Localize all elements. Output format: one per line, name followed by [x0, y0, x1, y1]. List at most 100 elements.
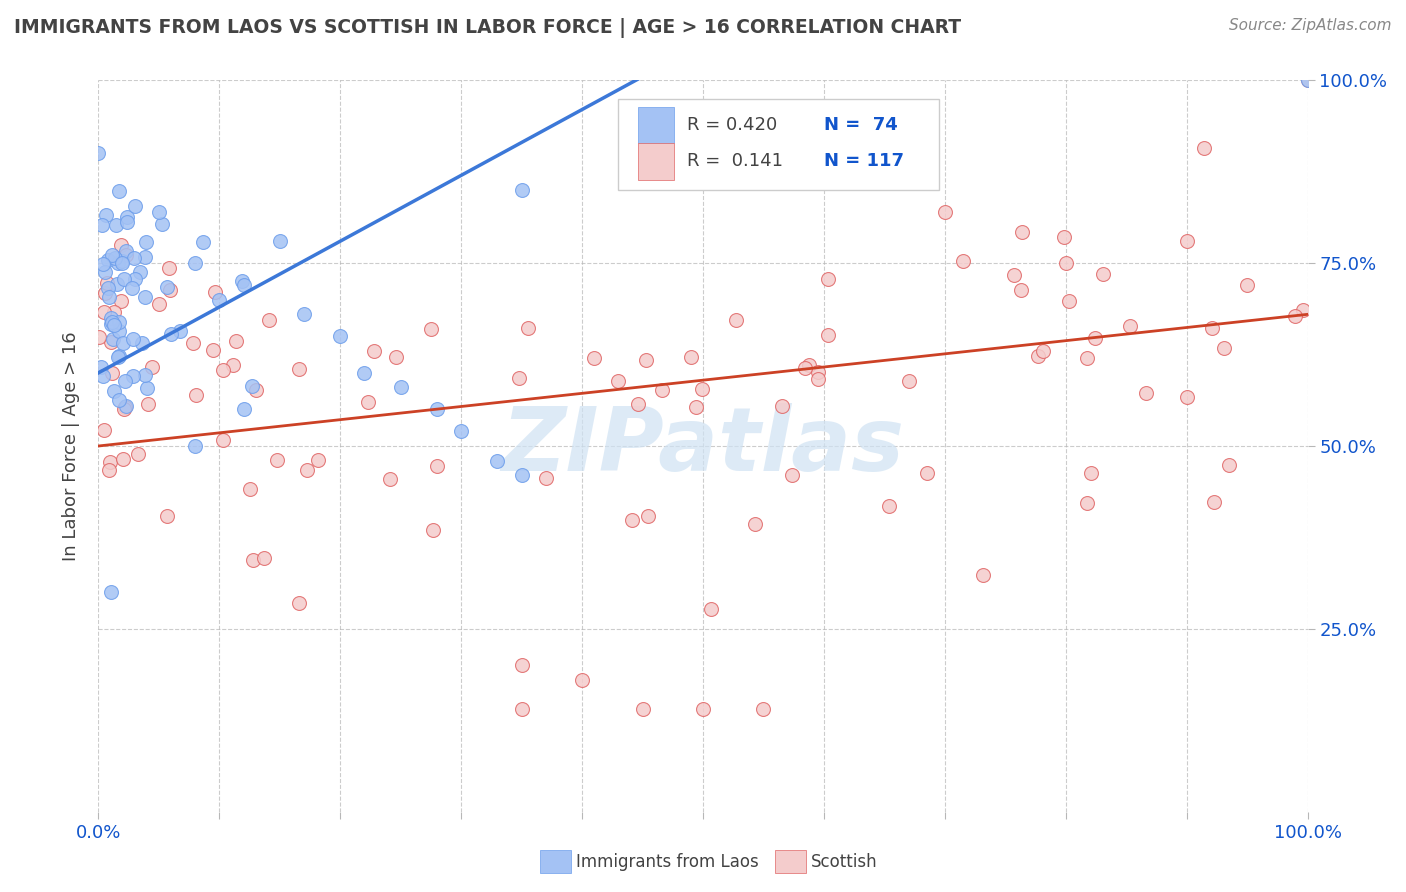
- Point: [770, 400, 793, 414]
- Point: [690, 382, 713, 396]
- Point: [181, 335, 204, 350]
- Text: Scottish: Scottish: [811, 853, 877, 871]
- Point: [517, 321, 540, 335]
- Point: [107, 315, 129, 329]
- Point: [817, 328, 839, 343]
- Point: [115, 244, 138, 258]
- Point: [817, 272, 839, 286]
- Point: [620, 513, 643, 527]
- Point: [184, 256, 207, 270]
- Point: [93, 423, 115, 437]
- Point: [107, 350, 129, 364]
- Point: [1296, 73, 1319, 87]
- Point: [232, 278, 254, 293]
- Point: [97, 463, 120, 477]
- Point: [636, 353, 658, 368]
- Point: [159, 283, 181, 297]
- Point: [136, 381, 159, 395]
- Point: [288, 596, 311, 610]
- Point: [1292, 303, 1315, 318]
- Point: [131, 335, 153, 350]
- Point: [204, 285, 226, 300]
- Point: [114, 374, 136, 388]
- Point: [108, 324, 131, 338]
- Point: [157, 260, 180, 275]
- Point: [211, 363, 233, 377]
- Point: [94, 285, 117, 300]
- Point: [87, 146, 110, 161]
- Point: [1296, 73, 1319, 87]
- Point: [93, 305, 115, 319]
- Point: [134, 250, 156, 264]
- Point: [510, 702, 533, 716]
- Point: [90, 359, 112, 374]
- Point: [121, 368, 143, 383]
- Point: [103, 384, 125, 399]
- Point: [107, 184, 129, 198]
- Point: [211, 433, 233, 447]
- Point: [1026, 349, 1049, 363]
- Point: [295, 463, 318, 477]
- Point: [104, 251, 127, 265]
- Point: [97, 281, 120, 295]
- Point: [1053, 230, 1076, 244]
- Point: [100, 317, 122, 331]
- Point: [292, 307, 315, 321]
- Point: [111, 256, 134, 270]
- Point: [807, 372, 830, 386]
- Point: [107, 255, 129, 269]
- Point: [103, 318, 125, 332]
- Point: [141, 360, 163, 375]
- Point: [111, 451, 134, 466]
- Point: [156, 509, 179, 524]
- Point: [253, 550, 276, 565]
- Point: [744, 516, 766, 531]
- Point: [115, 399, 138, 413]
- Point: [225, 334, 247, 348]
- Point: [111, 254, 134, 268]
- Point: [257, 313, 280, 327]
- Point: [232, 402, 254, 417]
- Point: [135, 235, 157, 249]
- Text: ZIPatlas: ZIPatlas: [502, 402, 904, 490]
- Point: [103, 305, 125, 319]
- Point: [1011, 225, 1033, 239]
- Point: [136, 397, 159, 411]
- Point: [1201, 321, 1223, 335]
- Point: [793, 360, 815, 375]
- Point: [879, 499, 901, 513]
- Point: [1076, 351, 1098, 365]
- Point: [108, 392, 131, 407]
- Point: [1202, 495, 1225, 509]
- Point: [425, 458, 447, 473]
- Point: [97, 290, 120, 304]
- Point: [134, 368, 156, 382]
- Point: [110, 294, 132, 309]
- Point: [631, 702, 654, 716]
- Point: [685, 401, 707, 415]
- Text: R =  0.141: R = 0.141: [688, 153, 783, 170]
- Y-axis label: In Labor Force | Age > 16: In Labor Force | Age > 16: [62, 331, 80, 561]
- Point: [184, 388, 207, 402]
- Point: [510, 183, 533, 197]
- Point: [121, 332, 143, 346]
- Point: [105, 218, 128, 232]
- Point: [353, 366, 375, 380]
- Point: [242, 553, 264, 567]
- Point: [1010, 283, 1032, 297]
- Point: [510, 468, 533, 483]
- Point: [1076, 495, 1098, 509]
- Point: [134, 290, 156, 304]
- Point: [681, 351, 703, 365]
- Point: [112, 402, 135, 417]
- Point: [148, 205, 170, 219]
- Point: [240, 379, 263, 393]
- Point: [156, 280, 179, 294]
- Point: [571, 673, 593, 687]
- Point: [1002, 268, 1025, 283]
- Point: [94, 265, 117, 279]
- Point: [1032, 343, 1054, 358]
- Text: IMMIGRANTS FROM LAOS VS SCOTTISH IN LABOR FORCE | AGE > 16 CORRELATION CHART: IMMIGRANTS FROM LAOS VS SCOTTISH IN LABO…: [14, 18, 962, 37]
- Point: [124, 199, 146, 213]
- Point: [534, 471, 557, 485]
